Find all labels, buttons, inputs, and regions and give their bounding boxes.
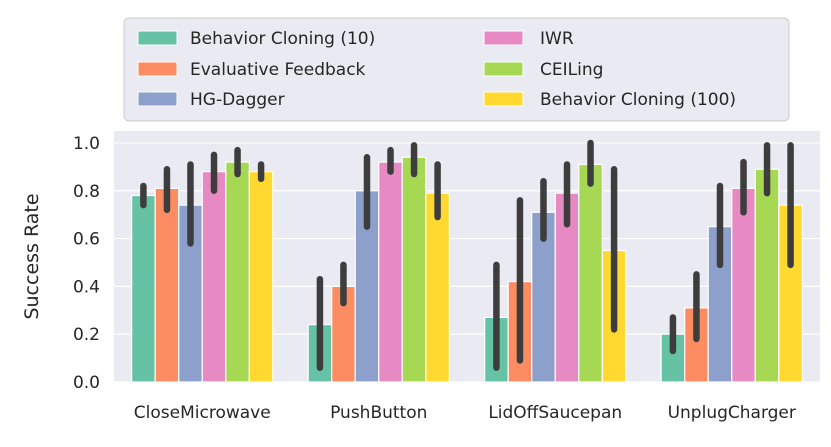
x-tick-label: UnplugCharger <box>668 403 796 423</box>
y-axis-label: Success Rate <box>21 193 43 319</box>
bar <box>578 163 603 383</box>
legend-frame <box>123 17 790 122</box>
legend-swatch <box>483 30 524 46</box>
x-tick-label: CloseMicrowave <box>134 403 271 423</box>
bar <box>225 161 250 383</box>
bar <box>131 194 156 383</box>
y-tick-label: 0.0 <box>73 373 100 393</box>
legend-swatch <box>137 30 178 46</box>
y-tick-label: 0.8 <box>73 182 100 202</box>
legend-swatch <box>137 61 178 77</box>
legend-label: Behavior Cloning (100) <box>540 90 736 110</box>
legend-label: Evaluative Feedback <box>190 60 366 80</box>
y-tick-label: 0.2 <box>73 325 100 345</box>
legend-swatch <box>483 91 524 107</box>
y-tick-label: 0.4 <box>73 277 100 297</box>
x-axis-ticks: CloseMicrowave PushButton LidOffSaucepan Un… <box>134 403 796 423</box>
legend-label: IWR <box>540 29 574 49</box>
legend-label: CEILing <box>540 60 603 80</box>
y-axis-ticks: 0.0 0.2 0.4 0.6 0.8 1.0 <box>73 134 100 393</box>
bar <box>154 187 180 383</box>
y-tick-label: 0.6 <box>73 230 100 250</box>
bar <box>425 192 450 383</box>
error-bars-group <box>140 139 794 371</box>
bar <box>248 171 274 383</box>
legend: Behavior Cloning (10) Evaluative Feedback… <box>123 17 790 122</box>
bar <box>201 171 227 383</box>
x-tick-label: LidOffSaucepan <box>488 403 622 423</box>
legend-label: Behavior Cloning (10) <box>190 29 375 49</box>
legend-label: HG-Dagger <box>190 90 285 110</box>
x-tick-label: PushButton <box>330 403 427 423</box>
bar <box>731 187 756 383</box>
y-tick-label: 1.0 <box>73 134 100 154</box>
bar <box>754 168 780 383</box>
bar <box>378 161 403 383</box>
legend-swatch <box>137 91 178 107</box>
bar <box>401 156 427 383</box>
legend-swatch <box>483 61 524 77</box>
